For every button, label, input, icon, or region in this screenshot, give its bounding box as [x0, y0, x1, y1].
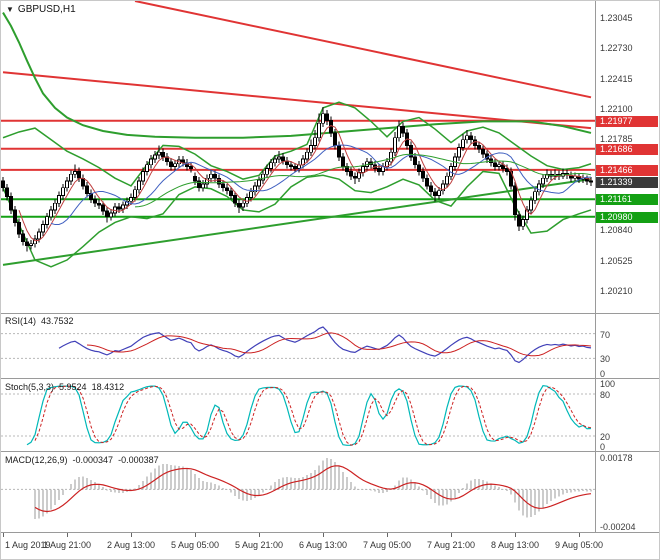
- rsi-axis[interactable]: 70 30 0: [596, 314, 659, 379]
- stoch-d-value: 18.4312: [91, 382, 125, 392]
- time-axis-label: 1 Aug 2019: [5, 540, 51, 550]
- macd-indicator-label: MACD(12,26,9) -0.000347 -0.000387: [5, 455, 164, 465]
- panel-divider: [1, 451, 659, 452]
- time-axis-label: 5 Aug 21:00: [234, 540, 284, 550]
- stoch-axis[interactable]: 100 80 20 0: [596, 379, 659, 452]
- rsi-line: [58, 326, 592, 364]
- stoch-indicator-label: Stoch(5,3,3) 5.9524 18.4312: [5, 382, 129, 392]
- current-price-badge: 1.21339: [596, 177, 658, 189]
- time-axis-label: 7 Aug 21:00: [426, 540, 476, 550]
- axis-separator: [595, 1, 596, 533]
- trendline: [2, 178, 592, 266]
- time-axis-label: 7 Aug 05:00: [362, 540, 412, 550]
- time-tick: [67, 533, 68, 537]
- time-tick: [323, 533, 324, 537]
- rsi-signal-line: [86, 332, 592, 357]
- rsi-axis-label: 0: [600, 369, 606, 379]
- slow-descending-ma-line: [2, 12, 592, 139]
- price-level-badge: 1.21977: [596, 115, 658, 127]
- rsi-name: RSI(14): [5, 316, 37, 326]
- time-tick: [451, 533, 452, 537]
- time-axis[interactable]: 1 Aug 2019 1 Aug 21:00 2 Aug 13:00 5 Aug 05…: [1, 533, 659, 559]
- stoch-axis-label: 0: [600, 442, 606, 452]
- price-axis-label: 1.20840: [600, 225, 633, 236]
- ma13-line: [50, 144, 592, 226]
- stoch-axis-label: 20: [600, 432, 611, 442]
- stoch-axis-label: 100: [600, 379, 616, 389]
- price-level-badge: 1.21161: [596, 194, 658, 206]
- upper-band-line: [2, 101, 592, 187]
- time-tick: [131, 533, 132, 537]
- panel-divider: [1, 378, 659, 379]
- macd-axis[interactable]: 0.00178 -0.00204: [596, 452, 659, 532]
- macd-canvas[interactable]: [1, 452, 595, 532]
- time-axis-label: 5 Aug 05:00: [170, 540, 220, 550]
- time-tick: [387, 533, 388, 537]
- time-tick: [579, 533, 580, 537]
- lower-band-line: [2, 170, 592, 268]
- rsi-value: 43.7532: [41, 316, 74, 326]
- macd-signal-line: [34, 465, 592, 513]
- time-tick: [515, 533, 516, 537]
- trendline: [2, 71, 592, 130]
- time-axis-label: 2 Aug 13:00: [106, 540, 156, 550]
- rsi-indicator-label: RSI(14) 43.7532: [5, 316, 79, 326]
- price-axis-label: 1.22730: [600, 43, 633, 54]
- trendline: [134, 1, 592, 99]
- price-axis[interactable]: 1.23045 1.22730 1.22415 1.22100 1.21785 1.208…: [596, 1, 659, 313]
- ma34-line: [134, 153, 592, 208]
- price-axis-label: 1.20210: [600, 285, 633, 296]
- macd-signal-value: -0.000387: [118, 455, 159, 465]
- time-axis-label: 8 Aug 13:00: [490, 540, 540, 550]
- macd-axis-label: 0.00178: [600, 453, 633, 463]
- stoch-axis-label: 80: [600, 390, 611, 400]
- macd-name: MACD(12,26,9): [5, 455, 68, 465]
- price-level-badge: 1.21466: [596, 164, 658, 176]
- time-axis-label: 1 Aug 21:00: [42, 540, 92, 550]
- chart-symbol-label: ▼ GBPUSD,H1: [6, 4, 76, 15]
- time-tick: [3, 533, 4, 537]
- down-triangle-icon: ▼: [6, 4, 14, 14]
- time-axis-label: 9 Aug 05:00: [554, 540, 604, 550]
- macd-value: -0.000347: [72, 455, 114, 465]
- price-level-badge: 1.21686: [596, 143, 658, 155]
- panel-divider: [1, 532, 659, 533]
- symbol-timeframe-text: GBPUSD,H1: [17, 4, 76, 15]
- panel-divider: [1, 313, 659, 314]
- price-axis-label: 1.22415: [600, 73, 633, 84]
- time-axis-label: 6 Aug 13:00: [298, 540, 348, 550]
- stoch-name: Stoch(5,3,3): [5, 382, 55, 392]
- rsi-axis-label: 30: [600, 354, 611, 365]
- price-axis-label: 1.22100: [600, 103, 633, 114]
- ma5-line: [18, 125, 592, 242]
- stoch-k-line: [26, 385, 592, 446]
- rsi-canvas[interactable]: [1, 314, 595, 378]
- price-level-badge: 1.20980: [596, 211, 658, 223]
- time-tick: [195, 533, 196, 537]
- stoch-d-line: [34, 385, 592, 446]
- price-axis-label: 1.21785: [600, 134, 633, 145]
- stoch-canvas[interactable]: [1, 379, 595, 451]
- time-tick: [259, 533, 260, 537]
- stoch-k-value: 5.9524: [59, 382, 87, 392]
- rsi-axis-label: 70: [600, 329, 611, 340]
- macd-axis-label: -0.00204: [600, 522, 636, 532]
- price-axis-label: 1.23045: [600, 12, 633, 23]
- main-chart-canvas[interactable]: [1, 1, 595, 313]
- price-axis-label: 1.20525: [600, 255, 633, 266]
